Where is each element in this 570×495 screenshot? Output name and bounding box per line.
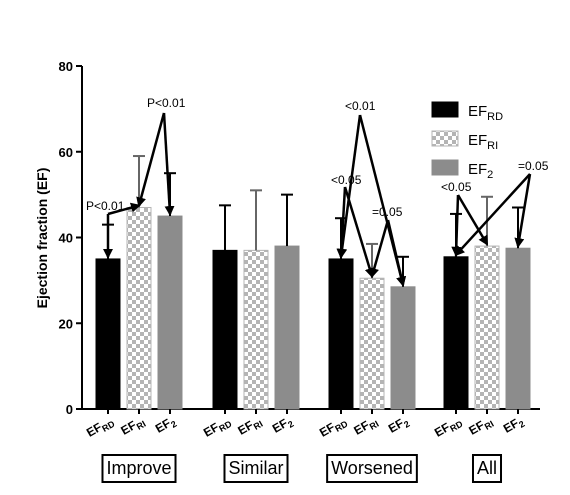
legend: EFRD EFRI EF2 <box>431 101 503 181</box>
y-tick-label: 80 <box>59 59 73 74</box>
bar-all-ri <box>474 245 500 410</box>
y-axis-title: Ejection fraction (EF) <box>34 168 50 309</box>
x-tick-label-rd: EFRD <box>317 413 350 441</box>
significance-label: P<0.01 <box>86 199 125 213</box>
group-label-all: All <box>471 454 503 483</box>
significance-label: P<0.01 <box>147 96 186 110</box>
annotations: P<0.01 P<0.01 <0.05 <0.01 =0.05 <0.05 =0.05 <box>86 96 549 287</box>
group-label-worsened: Worsened <box>326 454 418 483</box>
significance-arrow <box>386 219 407 287</box>
svg-text:Similar: Similar <box>228 458 283 478</box>
bar-worsened-rd <box>328 258 354 410</box>
group-label-box <box>223 454 289 483</box>
significance-label: =0.05 <box>518 159 549 173</box>
significance-arrow <box>451 194 462 257</box>
x-tick-label-rd: EFRD <box>84 413 117 441</box>
significance-arrow <box>454 173 531 257</box>
significance-label: <0.01 <box>345 99 376 113</box>
bar-improve-rd <box>95 258 121 410</box>
x-tick-label-ef2: EF2 <box>270 413 296 437</box>
x-tick-label-rd: EFRD <box>201 413 234 441</box>
bar-all-ef2 <box>505 247 531 410</box>
legend-swatch-ef2 <box>431 159 459 176</box>
legend-label-ri: EFRI <box>468 132 498 152</box>
svg-text:Worsened: Worsened <box>331 458 413 478</box>
x-tick-label-rd: EFRD <box>432 413 465 441</box>
bar-similar-rd <box>212 249 238 410</box>
x-tick-label-ri: EFRI <box>118 413 147 439</box>
y-tick-label: 20 <box>59 316 73 331</box>
group-label-improve: Improve <box>101 454 177 483</box>
significance-arrow <box>456 194 489 246</box>
x-tick-label-ef2: EF2 <box>153 413 179 437</box>
y-tick-label: 40 <box>59 231 73 246</box>
significance-label: <0.05 <box>331 173 362 187</box>
svg-text:Improve: Improve <box>106 458 171 478</box>
bar-similar-ef2 <box>274 245 300 410</box>
significance-arrow <box>514 173 532 249</box>
group-label-box <box>326 454 418 483</box>
group-labels: Improve Similar Worsened All <box>101 454 503 483</box>
significance-arrow <box>337 114 362 259</box>
bar-worsened-ri <box>359 277 385 410</box>
x-tick-labels: EFRD EFRI EF2 EFRD EFRI EF2 EFRD EFRI EF2 EFRD EFR… <box>84 409 527 441</box>
x-tick-label-ri: EFRI <box>235 413 264 439</box>
group-label-box <box>101 454 177 483</box>
bar-all-rd <box>443 256 469 410</box>
x-tick-label-ri: EFRI <box>351 413 380 439</box>
significance-arrow <box>369 219 390 279</box>
significance-label: <0.05 <box>441 180 472 194</box>
significance-arrow <box>107 202 141 216</box>
svg-text:All: All <box>477 458 497 478</box>
x-tick-label-ef2: EF2 <box>386 413 412 437</box>
legend-label-rd: EFRD <box>468 103 503 123</box>
bar-improve-ri <box>126 206 152 410</box>
bar-improve-ef2 <box>157 215 183 410</box>
bar-worsened-ef2 <box>390 286 416 410</box>
legend-swatch-rd <box>431 101 459 118</box>
group-label-box <box>471 454 503 483</box>
y-tick-label: 60 <box>59 145 73 160</box>
x-tick-label-ri: EFRI <box>466 413 495 439</box>
x-tick-label-ef2: EF2 <box>501 413 527 437</box>
significance-label: =0.05 <box>372 205 403 219</box>
bars <box>95 206 531 410</box>
legend-label-ef2: EF2 <box>468 161 493 181</box>
significance-arrow <box>136 112 166 208</box>
group-label-similar: Similar <box>223 454 289 483</box>
bar-similar-ri <box>243 249 269 410</box>
significance-arrow <box>162 112 175 217</box>
y-tick-label: 0 <box>66 402 73 417</box>
legend-swatch-ri <box>431 130 459 147</box>
